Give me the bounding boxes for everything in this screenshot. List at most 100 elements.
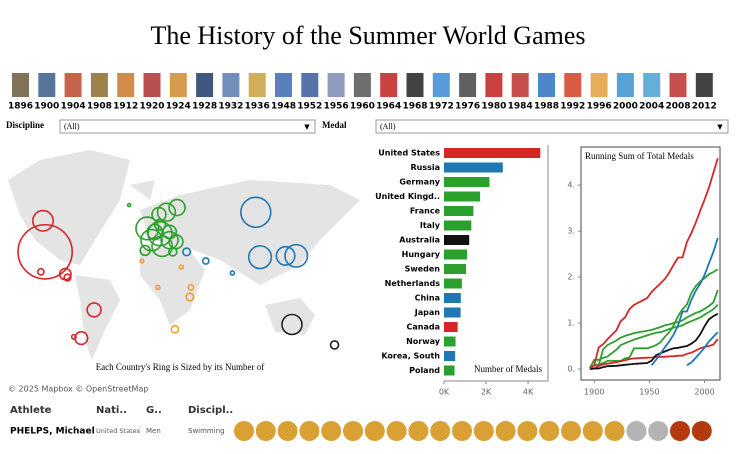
category-label: Germany [399,178,440,187]
country-ring [156,202,177,223]
column-header: Nati.. [96,405,127,416]
column-header: Athlete [10,405,52,416]
poster-year: 1964 [376,102,401,112]
poster [380,73,398,97]
category-label: Italy [420,221,441,230]
poster [327,73,345,97]
chart-title: Running Sum of Total Medals [585,151,694,161]
poster [301,73,319,97]
country-ring [168,198,186,217]
poster-year: 1992 [560,102,585,112]
country-ring [329,340,340,350]
category-label: Sweden [405,265,441,274]
x-tick-label: 2K [481,388,492,397]
x-tick-label: 1950 [639,388,659,397]
country-ring [140,228,163,252]
country-ring [63,273,72,282]
x-tick-label: 2000 [694,388,714,397]
poster-year: 1928 [192,102,217,112]
poster [511,73,529,97]
bar [444,235,470,245]
country-ring [275,245,296,266]
poster-year: 2012 [692,102,717,112]
medal [670,421,690,441]
poster-year: 1952 [297,102,322,112]
poster [196,73,214,97]
country-ring [153,218,167,231]
series-line [650,237,719,366]
column-header: G.. [146,405,162,416]
y-tick-label: 2. [567,273,575,282]
poster [406,73,424,97]
country-ring [139,258,145,264]
dropdown-value[interactable]: (All) [64,122,80,131]
country-ring [240,196,272,229]
dropdown-value[interactable]: (All) [380,122,396,131]
country-ring [168,247,178,257]
bar [444,307,461,318]
poster [564,73,582,97]
category-label: United Kingd.. [375,192,440,201]
poster-strip: 1896 1900 1904 1908 1912 1920 1924 1928 1932 1936… [8,73,717,112]
bar [444,264,467,274]
poster [117,73,135,97]
map [17,196,340,350]
category-label: Korea, South [381,352,440,361]
y-tick-label: 1. [567,319,575,328]
bar [444,365,455,376]
poster-year: 1980 [481,102,506,112]
land [8,150,130,265]
medal [343,421,363,441]
column-header: Discipl.. [188,405,233,416]
poster [169,73,187,97]
poster-year: 1932 [218,102,243,112]
country-ring [17,223,74,280]
country-ring [70,333,77,340]
medal [582,421,603,441]
land [140,245,205,325]
x-tick-label: 0K [439,388,450,397]
category-label: Poland [409,366,440,375]
bar-chart: 0K 2K 4K United States Russia Germany United K… [375,145,549,397]
bar [444,351,456,361]
country-ring [151,206,167,223]
category-label: United States [378,149,440,158]
poster-year: 1948 [271,102,296,112]
x-tick-label: 1900 [584,388,604,397]
poster-year: 1912 [113,102,138,112]
athlete-name: PHELPS, Michael [10,427,95,437]
dashboard-title: The History of the Summer World Games [150,21,585,50]
poster [432,73,450,97]
poster [485,73,503,97]
medal [386,421,407,441]
country-ring [155,284,161,291]
discipline-dropdown[interactable] [59,119,316,134]
category-label: Australia [399,236,440,245]
country-ring [32,209,54,232]
category-label: France [410,207,441,216]
bar [444,191,481,202]
poster-year: 2004 [639,102,664,112]
poster-year: 2000 [613,102,638,112]
poster [643,73,661,97]
poster [143,73,161,97]
poster [64,73,82,97]
poster [275,73,292,97]
medal [452,421,472,441]
country-ring [135,216,160,241]
country-ring [36,267,45,276]
poster [695,73,713,97]
dropdown-arrow[interactable]: ▼ [717,123,723,131]
series-line [589,338,719,370]
medal [648,421,669,441]
category-label: Hungary [402,250,441,259]
medal [277,421,298,441]
medal-dropdown[interactable] [375,119,729,134]
category-label: Norway [406,337,441,346]
dropdown-arrow[interactable]: ▼ [304,123,310,131]
category-label: China [415,294,440,303]
medal [255,421,276,441]
bar [444,249,468,260]
poster-year: 1960 [350,102,375,112]
